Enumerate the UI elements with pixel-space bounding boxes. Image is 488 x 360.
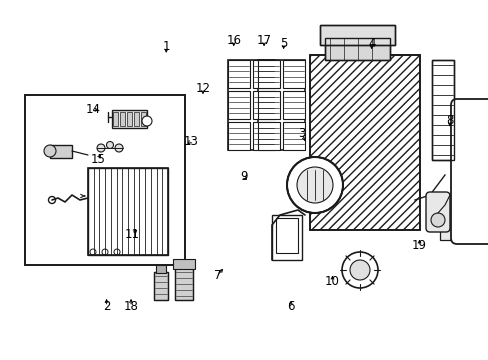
Bar xyxy=(134,112,139,126)
Bar xyxy=(325,38,389,60)
Text: 18: 18 xyxy=(123,300,138,313)
Bar xyxy=(283,91,305,119)
Bar xyxy=(127,112,132,126)
Bar xyxy=(439,215,457,240)
Bar xyxy=(431,60,453,160)
Bar xyxy=(173,259,195,269)
Bar xyxy=(258,60,305,150)
Bar xyxy=(431,60,453,160)
Bar xyxy=(325,38,389,60)
Bar xyxy=(283,60,305,88)
Bar xyxy=(227,60,249,88)
Bar xyxy=(227,91,249,119)
Bar xyxy=(275,218,297,253)
Text: 4: 4 xyxy=(367,37,375,50)
Bar xyxy=(309,55,419,230)
Bar xyxy=(283,122,305,150)
Circle shape xyxy=(142,116,152,126)
Bar xyxy=(258,60,280,88)
Text: 11: 11 xyxy=(124,228,139,241)
Bar xyxy=(227,60,274,150)
FancyBboxPatch shape xyxy=(425,192,449,232)
Text: 10: 10 xyxy=(325,275,339,288)
Bar xyxy=(154,272,168,300)
Bar xyxy=(252,91,274,119)
Bar xyxy=(88,168,168,255)
Bar xyxy=(88,168,168,255)
Text: 16: 16 xyxy=(226,34,241,47)
Text: 8: 8 xyxy=(445,114,453,127)
Circle shape xyxy=(115,144,123,152)
Text: 9: 9 xyxy=(239,170,247,183)
Bar xyxy=(154,272,168,300)
Text: 6: 6 xyxy=(286,300,294,313)
Text: 7: 7 xyxy=(213,269,221,282)
Text: 1: 1 xyxy=(162,40,170,53)
Text: 5: 5 xyxy=(279,37,287,50)
Circle shape xyxy=(349,260,369,280)
Text: 15: 15 xyxy=(90,153,105,166)
Bar xyxy=(25,95,184,265)
Bar xyxy=(175,268,193,300)
Text: 3: 3 xyxy=(298,127,305,140)
Bar xyxy=(258,91,280,119)
Circle shape xyxy=(286,157,342,213)
Bar xyxy=(271,215,302,260)
FancyBboxPatch shape xyxy=(450,99,488,244)
Bar xyxy=(113,112,118,126)
Bar xyxy=(141,112,146,126)
Text: 12: 12 xyxy=(195,82,210,95)
Bar xyxy=(252,60,274,88)
Bar xyxy=(319,25,394,45)
Text: 17: 17 xyxy=(256,34,271,47)
Circle shape xyxy=(106,141,113,148)
Bar xyxy=(309,55,419,230)
Text: 14: 14 xyxy=(85,103,100,116)
Text: 13: 13 xyxy=(183,135,198,148)
Bar xyxy=(112,110,147,128)
Bar xyxy=(252,122,274,150)
Bar xyxy=(227,122,249,150)
Bar xyxy=(50,145,72,158)
Bar xyxy=(319,25,394,45)
Circle shape xyxy=(97,144,105,152)
Circle shape xyxy=(44,145,56,157)
Bar xyxy=(258,122,280,150)
Circle shape xyxy=(296,167,332,203)
Bar xyxy=(175,268,193,300)
Circle shape xyxy=(341,252,377,288)
Bar xyxy=(156,265,165,273)
Text: 2: 2 xyxy=(102,300,110,313)
Circle shape xyxy=(430,213,444,227)
Text: 19: 19 xyxy=(411,239,426,252)
Bar xyxy=(120,112,125,126)
